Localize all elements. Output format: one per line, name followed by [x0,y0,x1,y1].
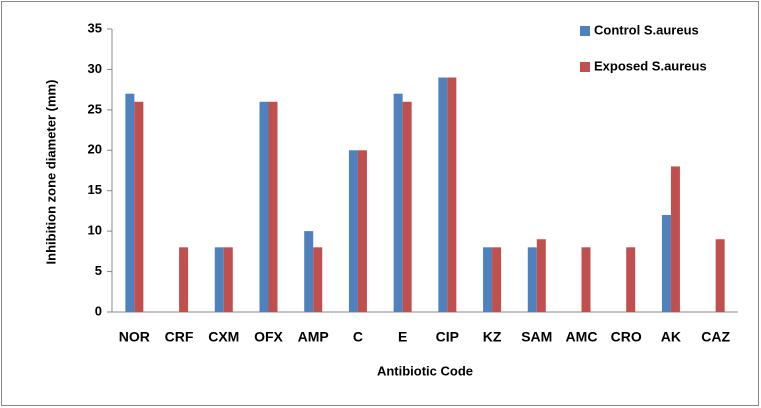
legend-swatch [580,26,590,36]
x-tick-label: CIP [436,329,459,345]
bar [313,247,323,312]
bar [393,93,403,312]
x-tick-label: CXM [208,329,239,345]
bar [179,247,189,312]
bar [304,231,314,312]
bar [670,166,680,312]
x-tick-label: AK [661,329,681,345]
bar [581,247,591,312]
bar [483,247,493,312]
y-tick-label: 15 [88,182,102,197]
y-tick-label: 20 [88,142,102,157]
bar [715,239,725,312]
x-tick-label: CAZ [701,329,730,345]
x-tick-label: CRO [611,329,642,345]
y-tick-label: 0 [95,303,102,318]
bar [536,239,546,312]
y-tick-label: 30 [88,61,102,76]
bar [626,247,636,312]
x-axis-title: Antibiotic Code [377,363,473,378]
bar [438,77,448,312]
x-tick-label: CRF [165,329,194,345]
bar [527,247,537,312]
x-tick-label: SAM [521,329,552,345]
bar [402,101,412,313]
bar [125,93,135,312]
x-tick-label: NOR [119,329,150,345]
y-tick-label: 5 [95,263,102,278]
bar [214,247,224,312]
bar [447,77,457,312]
y-axis-title: Inhibition zone diameter (mm) [43,80,58,265]
legend-swatch [580,62,590,72]
y-tick-label: 10 [88,223,102,238]
bar [223,247,233,312]
x-tick-label: OFX [254,329,283,345]
x-tick-label: AMP [298,329,329,345]
bar [134,101,144,313]
bar [661,214,671,312]
bar [259,101,269,313]
legend-label: Control S.aureus [594,22,699,37]
legend-label: Exposed S.aureus [594,58,707,73]
bar [492,247,502,312]
bar [348,150,358,312]
x-tick-label: KZ [483,329,502,345]
bar [268,101,278,313]
y-tick-label: 25 [88,101,102,116]
x-tick-label: E [398,329,407,345]
y-tick-label: 35 [88,20,102,35]
x-tick-label: AMC [566,329,598,345]
bar [357,150,367,312]
x-tick-label: C [353,329,363,345]
